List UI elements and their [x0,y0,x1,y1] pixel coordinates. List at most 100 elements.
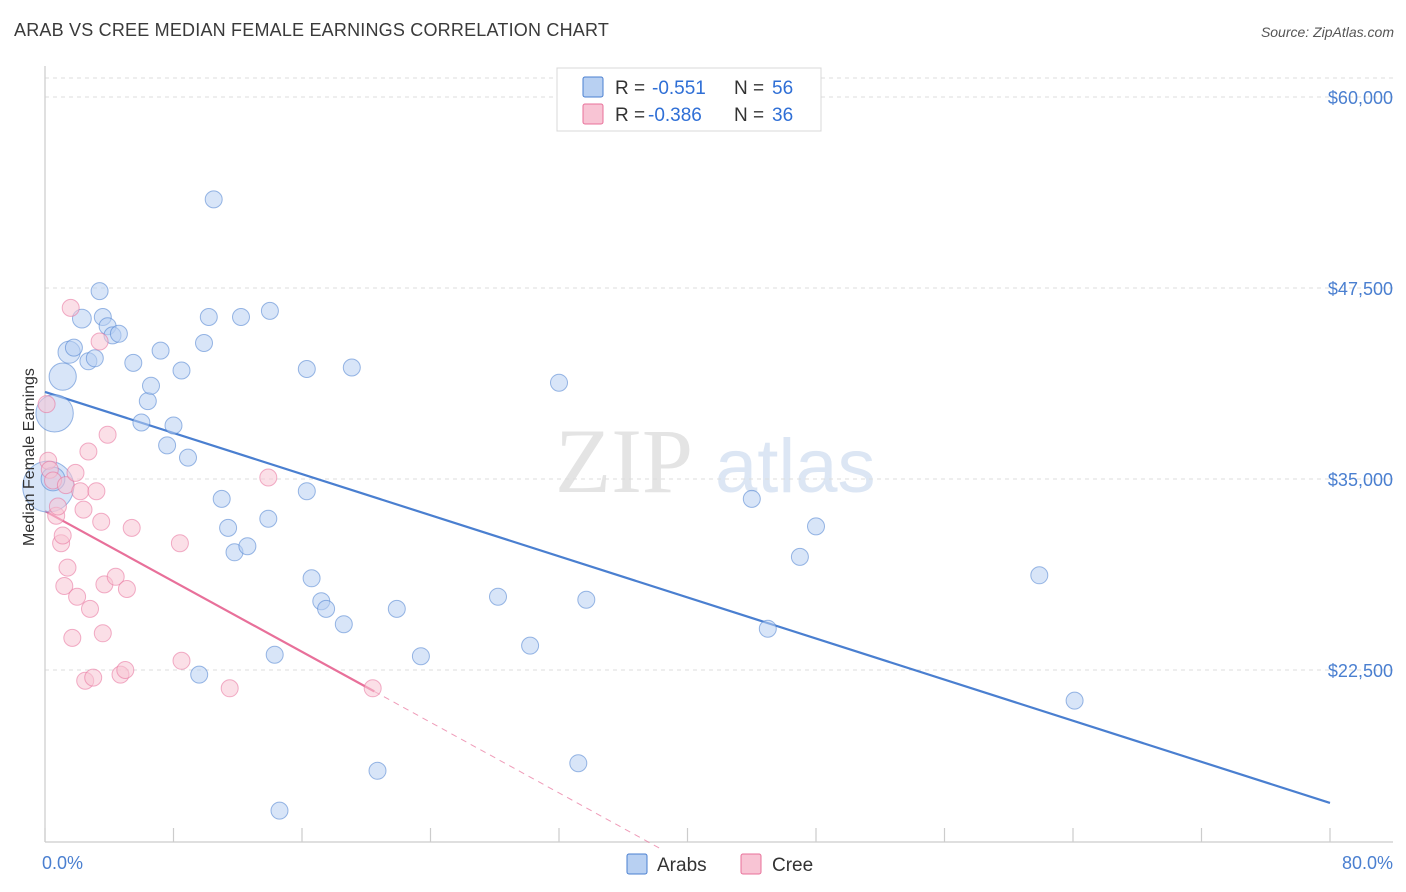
data-point-cree [170,534,189,553]
data-point-arabs [297,482,316,501]
data-point-arabs [238,537,257,556]
data-point-arabs [297,360,316,378]
legend-swatch-cree [582,103,604,125]
data-point-cree [220,679,239,698]
data-point-arabs [195,334,213,352]
data-point-arabs [85,349,104,368]
data-point-arabs [489,587,507,606]
y-tick-label: $47,500 [1328,279,1393,299]
data-point-arabs [265,645,284,664]
x-tick-label-min: 0.0% [42,853,83,873]
data-point-arabs [212,489,231,508]
y-tick-label: $35,000 [1328,470,1393,490]
data-point-arabs [368,761,387,780]
legend-r-value-cree: -0.386 [648,105,702,126]
data-point-arabs [569,754,588,773]
data-point-arabs [334,615,353,634]
data-point-cree [37,395,56,414]
legend-n-value-cree: 36 [772,105,793,126]
legend-swatch-arabs [582,76,604,98]
x-tick-label-max: 80.0% [1342,853,1393,873]
data-point-cree [63,628,82,647]
data-point-arabs [142,376,160,395]
data-point-cree [172,651,191,670]
data-point-cree [90,332,109,351]
legend-n-label-cree: N = [734,105,764,126]
series-legend: Arabs Cree [626,853,813,876]
y-tick-labels: $22,500 $35,000 $47,500 $60,000 [1328,88,1393,681]
data-point-cree [48,497,67,516]
data-point-arabs [550,373,568,392]
data-point-arabs [758,619,777,638]
data-point-cree [81,599,99,618]
data-point-cree [74,500,93,519]
data-point-arabs [64,338,83,357]
data-point-cree [117,580,136,598]
data-point-arabs [90,282,109,301]
data-point-arabs [577,590,596,609]
data-point-arabs [132,413,151,432]
data-point-cree [98,425,117,444]
gridlines [45,77,1393,671]
legend-n-label-arabs: N = [734,78,764,99]
data-point-cree [122,518,141,537]
data-point-arabs [260,301,279,320]
data-point-cree [68,587,87,606]
y-tick-label: $60,000 [1328,88,1393,108]
data-point-cree [84,668,103,687]
data-point-arabs [138,392,157,411]
data-point-arabs [199,308,218,326]
data-point-cree [87,482,106,501]
data-point-arabs [807,517,825,536]
data-point-arabs [204,190,223,209]
trendline-cree [44,510,375,693]
watermark-atlas: atlas [715,424,876,509]
data-point-arabs [1065,691,1084,710]
legend-n-value-arabs: 56 [772,78,793,99]
trendline-arabs [44,390,1331,804]
y-tick-label: $22,500 [1328,661,1393,681]
bottom-legend-label-arabs: Arabs [657,855,707,876]
data-point-arabs [48,362,77,391]
data-point-cree [363,679,382,698]
data-point-arabs [411,647,430,666]
legend-r-label-arabs: R = [615,78,645,99]
data-point-arabs [172,361,191,380]
trendlines [44,390,1331,851]
data-point-arabs [164,416,183,435]
data-point-arabs [259,509,278,528]
data-point-arabs [742,489,761,508]
data-point-arabs [179,448,197,467]
data-point-cree [61,298,80,317]
data-point-cree [259,468,278,487]
data-point-arabs [521,636,540,655]
correlation-legend: R = -0.551 N = 56 R = -0.386 N = 36 [556,67,822,132]
chart-title: ARAB VS CREE MEDIAN FEMALE EARNINGS CORR… [14,20,610,40]
data-point-arabs [151,341,170,360]
legend-r-label-cree: R = [615,105,645,126]
data-point-arabs [190,665,209,684]
data-point-cree [79,442,98,461]
data-point-cree [92,512,111,531]
x-tick-labels: 0.0% 80.0% [42,853,1393,873]
data-point-cree [93,624,112,643]
data-point-arabs [124,353,143,372]
y-axis-label: Median Female Earnings [21,368,38,546]
data-point-cree [53,526,72,545]
data-point-cree [116,661,135,679]
data-point-cree [66,463,85,482]
data-point-arabs [1030,566,1049,585]
legend-r-value-arabs: -0.551 [652,78,706,99]
data-point-arabs [387,599,406,618]
bottom-legend-swatch-arabs [626,853,648,875]
trendline-extension-cree [374,690,664,851]
data-point-arabs [342,358,361,377]
data-point-arabs [109,324,128,343]
data-point-arabs [158,436,177,455]
data-point-arabs [302,569,321,588]
data-point-arabs [317,599,336,618]
data-points [22,190,1084,820]
data-point-arabs [232,308,250,326]
data-point-cree [55,577,74,595]
